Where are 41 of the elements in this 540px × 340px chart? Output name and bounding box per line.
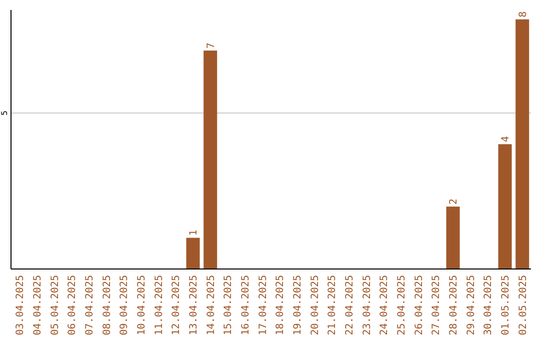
x-tick-label: 29.04.2025 [466, 275, 477, 336]
bar [204, 50, 218, 269]
x-tick-label: 12.04.2025 [171, 275, 182, 336]
x-tick-label: 02.05.2025 [518, 275, 529, 336]
x-tick-label: 10.04.2025 [136, 275, 148, 336]
x-tick-label: 26.04.2025 [414, 275, 425, 336]
data-label: 8 [518, 11, 529, 18]
x-tick-label: 05.04.2025 [50, 275, 61, 336]
data-label: 4 [500, 136, 512, 142]
x-tick-label: 28.04.2025 [448, 275, 460, 336]
x-tick-label: 25.04.2025 [396, 275, 408, 336]
x-tick-label: 24.04.2025 [379, 275, 390, 336]
x-tick-label: 18.04.2025 [275, 275, 286, 336]
x-tick-label: 30.04.2025 [483, 275, 494, 336]
x-tick-label: 01.05.2025 [500, 275, 512, 336]
x-tick-label: 15.04.2025 [223, 275, 234, 336]
bar [186, 238, 200, 269]
x-tick-label: 16.04.2025 [240, 275, 252, 336]
x-tick-label: 13.04.2025 [188, 275, 200, 336]
x-tick-label: 22.04.2025 [344, 275, 356, 336]
y-tick-label: 5 [0, 110, 9, 116]
x-tick-label: 11.04.2025 [154, 275, 165, 336]
data-label: 1 [188, 230, 200, 236]
x-tick-label: 07.04.2025 [84, 275, 96, 336]
x-tick-label: 03.04.2025 [15, 275, 26, 336]
x-tick-label: 04.04.2025 [32, 275, 44, 336]
x-tick-label: 19.04.2025 [292, 275, 304, 336]
x-tick-label: 23.04.2025 [362, 275, 373, 336]
bar [498, 144, 512, 269]
x-tick-label: 20.04.2025 [310, 275, 321, 336]
data-label: 2 [448, 198, 460, 205]
x-tick-label: 09.04.2025 [119, 275, 130, 336]
x-tick-label: 17.04.2025 [258, 275, 269, 336]
x-tick-label: 27.04.2025 [431, 275, 442, 336]
x-tick-label: 08.04.2025 [102, 275, 113, 336]
x-tick-label: 21.04.2025 [327, 275, 338, 336]
x-tick-label: 14.04.2025 [206, 275, 217, 336]
data-label: 7 [206, 42, 217, 49]
x-tick-label: 06.04.2025 [67, 275, 78, 336]
bar [516, 19, 530, 269]
bar [446, 206, 460, 269]
